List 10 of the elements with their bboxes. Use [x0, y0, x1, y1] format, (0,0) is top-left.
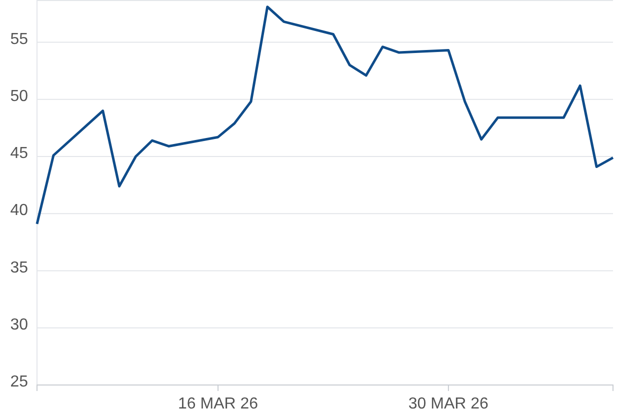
y-tick-label: 55: [10, 30, 28, 48]
y-tick-label: 50: [10, 88, 28, 105]
y-tick-label: 25: [10, 374, 28, 391]
x-tick-label: 16 MAR 26: [178, 395, 258, 412]
y-tick-label: 30: [10, 316, 28, 334]
y-tick-label: 45: [10, 145, 28, 162]
line-series: [36, 6, 614, 226]
x-tick-label: 30 MAR 26: [408, 395, 489, 412]
y-tick-label: 35: [10, 259, 28, 276]
y-tick-label: 40: [10, 202, 28, 220]
